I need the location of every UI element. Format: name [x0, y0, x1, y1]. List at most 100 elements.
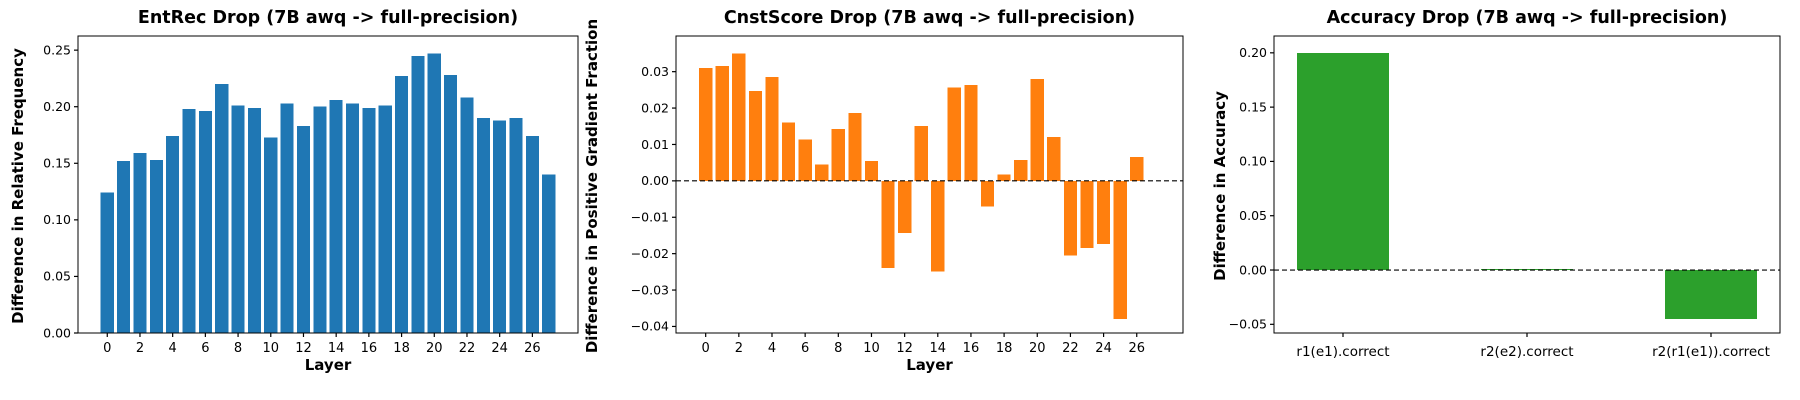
axes-frame	[77, 35, 579, 334]
bar	[117, 161, 131, 333]
bar	[133, 153, 147, 333]
bar	[997, 174, 1011, 181]
y-tick-label: 0.03	[641, 64, 669, 79]
bar	[100, 192, 114, 333]
x-tick-label: 16	[361, 341, 378, 356]
x-axis-label: Layer	[304, 356, 352, 374]
bar	[748, 90, 763, 181]
chart-title: EntRec Drop (7B awq -> full-precision)	[137, 8, 519, 28]
y-tick-label: 0.10	[43, 212, 71, 227]
bar	[815, 164, 829, 181]
y-tick-label: 0.25	[43, 42, 71, 57]
bar	[149, 159, 163, 333]
y-axis-label: Difference in Positive Gradient Fraction	[583, 18, 601, 354]
y-tick-label: −0.05	[1229, 317, 1267, 332]
y-tick-label: −0.01	[631, 210, 669, 225]
accuracy-bar-plot: 0.20 0.15 0.10 0.05 0.00 −0.05 r1(e1).correct r…	[1229, 35, 1781, 360]
bar	[509, 118, 523, 333]
bar	[378, 105, 392, 333]
x-tick-label: 12	[295, 341, 312, 356]
bar	[345, 103, 360, 333]
x-tick-label: 24	[1095, 341, 1112, 356]
x-tick-label: 26	[524, 341, 541, 356]
bar	[362, 107, 376, 333]
x-tick-label: 0	[103, 341, 111, 356]
x-tick-label: 10	[863, 341, 880, 356]
x-tick-label: 20	[426, 341, 443, 356]
x-tick-label: 8	[834, 341, 842, 356]
bar	[493, 120, 507, 333]
bar	[1130, 157, 1144, 181]
y-tick-label: 0.20	[1239, 45, 1267, 60]
bar	[264, 137, 278, 333]
y-tick-label: 0.02	[641, 100, 669, 115]
bar	[1063, 180, 1078, 256]
bar	[798, 139, 812, 181]
bar	[444, 75, 458, 333]
entrec-bar-plot: 0.000.050.100.150.200.250 2 4 6 8 10 12 14 16 18 2…	[43, 35, 579, 356]
entrec-chart-panel: EntRec Drop (7B awq -> full-precision) D…	[0, 0, 600, 400]
x-tick-label: 2	[735, 341, 743, 356]
bar	[296, 125, 311, 333]
bar	[542, 174, 556, 333]
bar	[395, 76, 409, 334]
x-tick-label: 24	[491, 341, 508, 356]
bar	[781, 122, 796, 181]
bar	[1297, 52, 1389, 271]
bar	[848, 112, 862, 181]
bar	[931, 180, 945, 272]
bar	[980, 180, 995, 207]
x-tick-label: 22	[459, 341, 476, 356]
x-tick-label: 22	[1062, 341, 1079, 356]
bar	[947, 87, 961, 181]
bar	[182, 108, 196, 333]
y-tick-label: 0.00	[1239, 262, 1267, 277]
bar	[525, 136, 539, 333]
y-tick-label: 0.15	[1239, 99, 1267, 114]
x-tick-label: 4	[768, 341, 776, 356]
y-tick-label: 0.00	[43, 325, 71, 340]
bar	[280, 103, 294, 333]
bar	[1047, 137, 1061, 181]
x-tick-label: 12	[896, 341, 913, 356]
bar	[231, 105, 245, 333]
x-tick-label: 6	[201, 341, 209, 356]
x-tick-label: 0	[702, 341, 710, 356]
chart-title: CnstScore Drop (7B awq -> full-precision…	[723, 8, 1136, 28]
y-tick-label: 0.10	[1239, 154, 1267, 169]
bar	[198, 111, 212, 334]
bar	[1096, 180, 1111, 245]
x-tick-label: 18	[393, 341, 410, 356]
bar	[329, 99, 343, 334]
bar	[864, 160, 879, 181]
x-tick-label: 10	[262, 341, 279, 356]
bar	[166, 136, 180, 333]
y-tick-label: 0.05	[1239, 208, 1267, 223]
bar	[1665, 270, 1757, 319]
bar	[964, 85, 978, 181]
bar	[699, 68, 713, 181]
bar	[427, 53, 441, 333]
y-tick-label: −0.03	[631, 282, 669, 297]
bar	[732, 53, 746, 181]
x-axis-label: Layer	[906, 356, 953, 374]
bar	[411, 55, 425, 334]
bar	[460, 97, 474, 333]
x-tick-label: 14	[328, 341, 345, 356]
y-tick-label: 0.05	[43, 269, 71, 284]
bar	[247, 107, 261, 333]
bar	[313, 106, 327, 334]
bar	[765, 77, 779, 181]
axes-frame	[675, 35, 1184, 334]
y-tick-label: 0.01	[641, 137, 669, 152]
bar	[1080, 180, 1094, 249]
x-tick-label: r2(r1(e1)).correct	[1652, 344, 1770, 360]
y-tick-label: −0.02	[631, 246, 669, 261]
bar	[1113, 180, 1127, 320]
y-tick-label: 0.20	[43, 99, 71, 114]
y-tick-label: 0.15	[43, 156, 71, 171]
x-tick-label: r2(e2).correct	[1480, 344, 1573, 360]
x-tick-label: 6	[801, 341, 809, 356]
x-tick-label: 16	[963, 341, 980, 356]
